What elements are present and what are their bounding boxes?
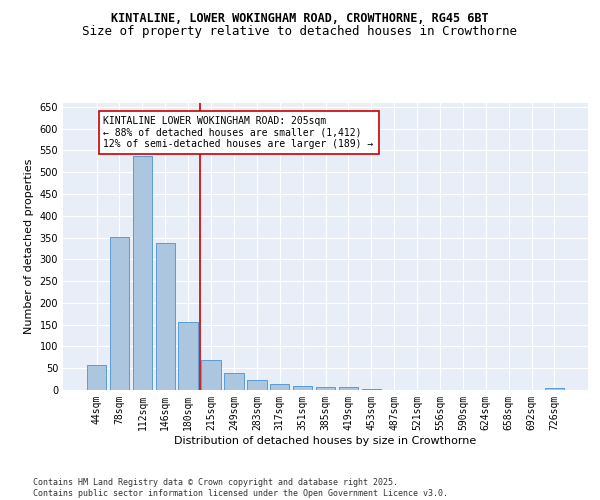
Bar (247, 380, 266, 390)
Bar (270, 384, 289, 390)
Bar (202, 360, 221, 390)
Text: Contains HM Land Registry data © Crown copyright and database right 2025.
Contai: Contains HM Land Registry data © Crown c… (33, 478, 448, 498)
Bar (178, 322, 198, 390)
Text: KINTALINE LOWER WOKINGHAM ROAD: 205sqm
← 88% of detached houses are smaller (1,4: KINTALINE LOWER WOKINGHAM ROAD: 205sqm ←… (103, 116, 374, 149)
Bar (155, 243, 175, 390)
Text: Size of property relative to detached houses in Crowthorne: Size of property relative to detached ho… (83, 25, 517, 38)
Text: KINTALINE, LOWER WOKINGHAM ROAD, CROWTHORNE, RG45 6BT: KINTALINE, LOWER WOKINGHAM ROAD, CROWTHO… (111, 12, 489, 26)
Bar (110, 236, 129, 390)
Bar (224, 372, 244, 390)
Bar (87, 364, 106, 390)
Bar (362, 389, 381, 390)
Bar (293, 386, 313, 390)
Bar (133, 156, 152, 390)
Bar (338, 386, 358, 390)
X-axis label: Distribution of detached houses by size in Crowthorne: Distribution of detached houses by size … (175, 436, 476, 446)
Y-axis label: Number of detached properties: Number of detached properties (24, 158, 34, 334)
Bar (316, 386, 335, 390)
Bar (545, 388, 564, 390)
